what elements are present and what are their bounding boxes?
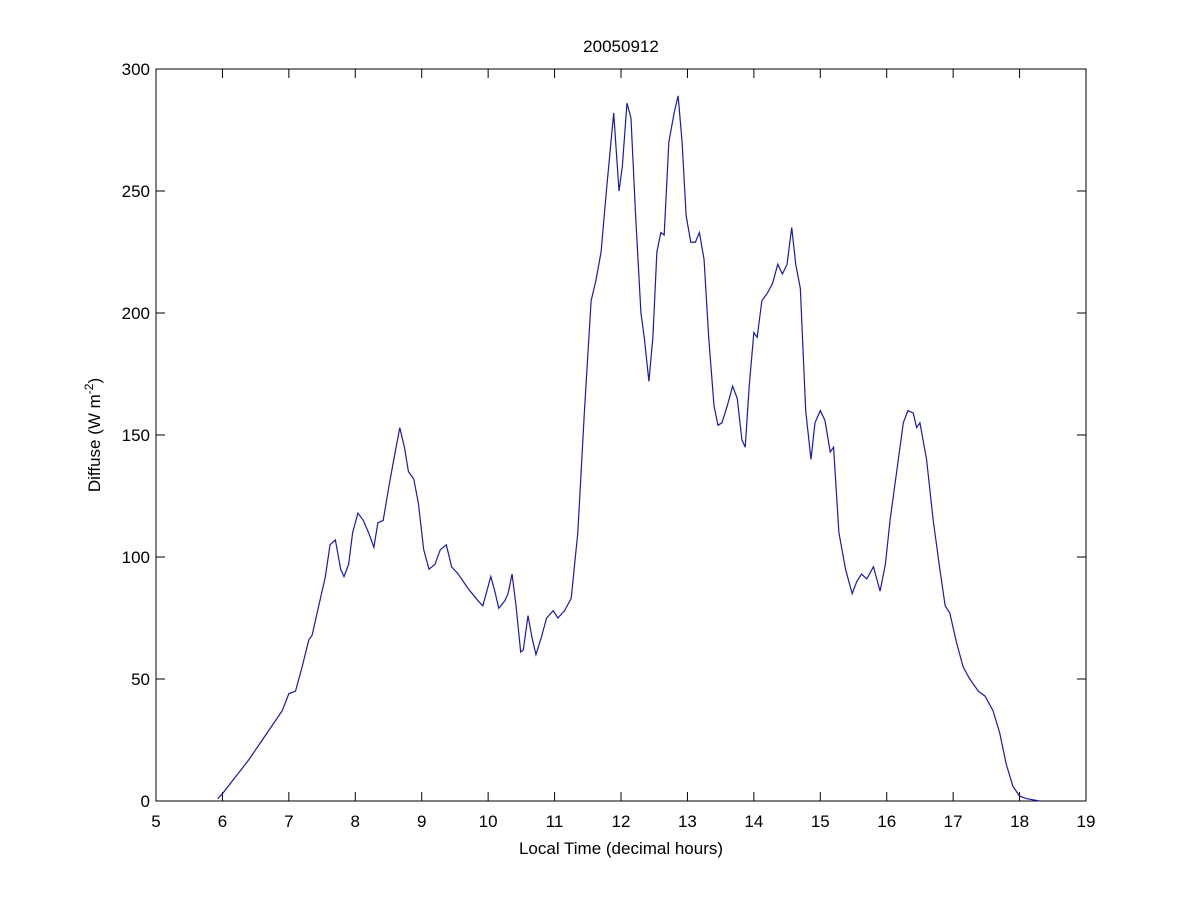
x-tick-label: 16	[877, 812, 896, 831]
x-tick-label: 11	[546, 812, 564, 831]
y-tick-label: 150	[122, 426, 150, 445]
y-axis-label: Diffuse (W m-2)	[82, 378, 104, 492]
x-tick-label: 10	[479, 812, 498, 831]
x-tick-label: 18	[1010, 812, 1029, 831]
plot-box	[155, 68, 1087, 802]
x-tick-label: 9	[417, 812, 426, 831]
y-tick-label: 0	[141, 792, 150, 811]
x-tick-label: 17	[944, 812, 963, 831]
y-tick-label: 100	[122, 548, 150, 567]
x-tick-label: 15	[811, 812, 830, 831]
x-tick-label: 5	[151, 812, 160, 831]
y-tick-label: 250	[122, 182, 150, 201]
y-tick-label: 200	[122, 304, 150, 323]
chart-title: 20050912	[583, 37, 659, 56]
y-tick-label: 50	[131, 670, 150, 689]
y-label-main: Diffuse (W m	[85, 394, 104, 492]
y-label-sup: -2	[82, 383, 96, 394]
x-tick-label: 19	[1077, 812, 1096, 831]
y-label-end: )	[85, 378, 104, 384]
data-line	[217, 95, 1040, 802]
x-axis-label: Local Time (decimal hours)	[519, 839, 723, 858]
x-tick-label: 6	[218, 812, 227, 831]
x-tick-label: 13	[678, 812, 697, 831]
y-tick-label: 300	[122, 60, 150, 79]
x-tick-label: 14	[744, 812, 763, 831]
x-tick-label: 12	[612, 812, 631, 831]
x-tick-label: 8	[351, 812, 360, 831]
x-tick-label: 7	[284, 812, 293, 831]
